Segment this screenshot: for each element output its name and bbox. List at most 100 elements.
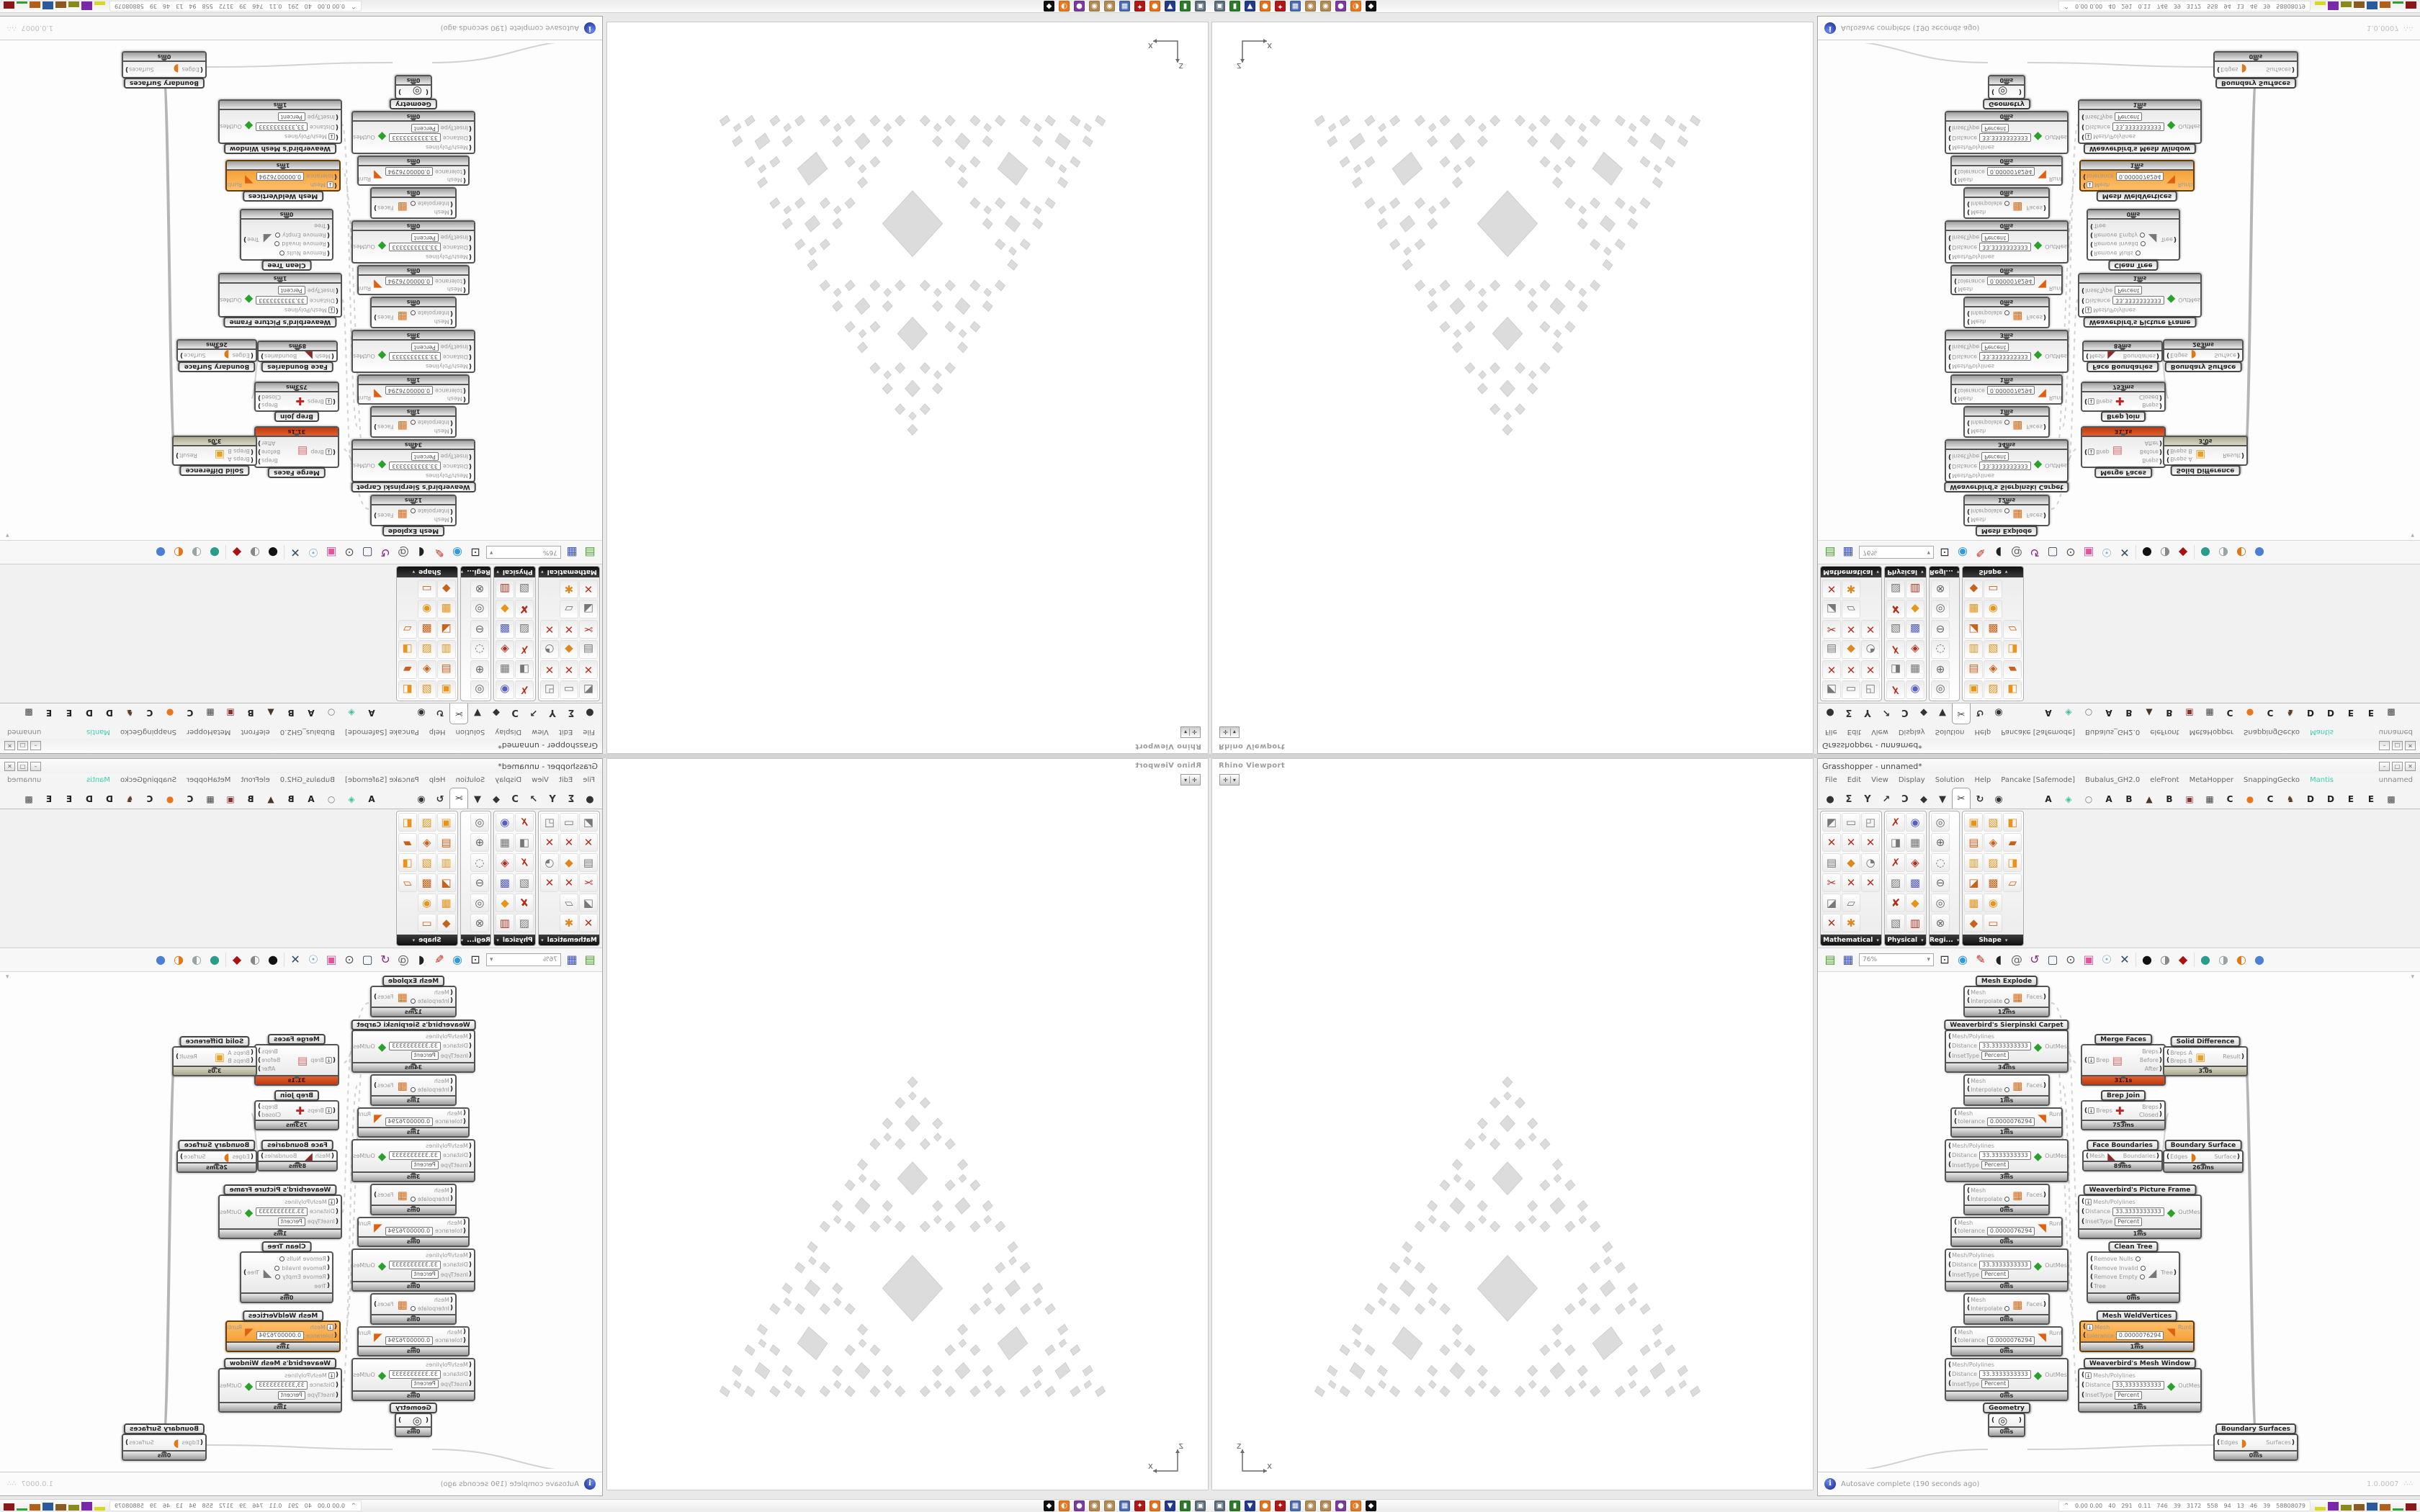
component-icon[interactable]: ✘ [1886,894,1905,912]
tab-plugin-d1[interactable]: D [106,794,113,804]
canvas-scroll-hint-icon[interactable]: ▾ [6,973,9,981]
floppy-64-icon[interactable]: ▼ [1165,1,1175,12]
component-icon[interactable]: ◰ [540,680,559,699]
toggle-circle[interactable] [2004,1196,2010,1202]
tab-plugin-c1[interactable]: C [187,794,194,804]
tab-plugin-d1[interactable]: D [2307,708,2314,718]
tab-plugin-d1[interactable]: D [2307,794,2314,804]
tab-sets[interactable]: Y [1864,707,1871,719]
component-icon[interactable]: ▥ [436,640,456,659]
gh-node[interactable]: (Mesh(tolerance0.0000076294◥RuntimeMessa… [1950,1326,2063,1356]
component-icon[interactable]: ◔ [540,640,559,659]
component-icon[interactable]: ✕ [1822,833,1841,852]
component-icon[interactable]: ◪ [1822,600,1841,618]
tab-sets[interactable]: Y [1864,793,1871,805]
menu-file[interactable]: File [1825,776,1837,784]
red-emblem-icon[interactable]: ✦ [1275,1,1286,12]
value-box[interactable]: 33.3333333333 [389,1041,441,1050]
gh-node[interactable]: (Mesh/Polylines(Distance 33.3333333333(In… [1945,220,2069,264]
speaker-icon[interactable]: ◖ [1995,546,2002,559]
component-icon[interactable]: ◔ [1861,640,1880,659]
solver-green-icon[interactable]: ● [2200,953,2210,966]
tab-plugin-c2[interactable]: C [146,708,153,718]
tab-plugin-weaverbird[interactable]: ◈ [348,708,355,718]
toggle-circle[interactable] [2140,1265,2146,1271]
tab-plugin-c1[interactable]: C [187,708,194,718]
component-icon[interactable]: ◨ [515,660,534,679]
tab-plugin-mantis-bird[interactable]: ♞ [125,794,134,804]
gh-canvas[interactable]: ▾ Mesh Explode(Mesh(Interpolate ▦ Faces) 12… [1818,40,2420,540]
component-icon[interactable]: ◎ [470,894,489,912]
tab-plugin-b1[interactable]: B [2125,708,2133,718]
zoom-extents-icon[interactable]: ⊡ [470,546,480,559]
tab-plugin-b1[interactable]: B [287,708,295,718]
tab-intersect[interactable]: ✂ [449,788,468,809]
close-button[interactable]: ✕ [4,761,15,771]
component-icon[interactable]: ▧ [1984,680,2003,699]
component-icon[interactable]: ✕ [579,580,598,598]
value-box[interactable]: 0.0000076294 [1986,1117,2035,1126]
canvas-zoom-select[interactable]: 76% ▾ [1859,953,1934,966]
display-settings-icon[interactable]: ▣ [1214,1,1225,12]
gh-node-mesh-weldvertices[interactable]: (↓Mesh(tolerance0.0000076294◥RuntimeMess… [225,1320,341,1352]
value-box[interactable]: 33,3333333333 [2112,122,2164,132]
gh-node-solid-difference[interactable]: (Breps A(Breps B ▣ Result) 3.0s [2163,1046,2248,1076]
toggle-circle[interactable] [410,420,416,426]
value-box[interactable]: Percent [2115,112,2143,122]
menu-help[interactable]: Help [429,728,446,736]
menu-snappinggecko[interactable]: SnappingGecko [120,728,176,736]
component-icon[interactable]: ▣ [1964,680,1984,699]
tab-plugin-hex[interactable]: ○ [2084,708,2093,718]
menu-help[interactable]: Help [1974,728,1991,736]
gh-node[interactable]: (Mesh(tolerance0.0000076294◥RuntimeMessa… [357,374,470,405]
gh-node-weaverbird-s-sierpinski-carpet[interactable]: (Mesh/Polylines(Distance 33.3333333333(In… [351,1030,475,1073]
tab-display[interactable]: ◉ [1994,707,2003,719]
component-icon[interactable]: ◎ [1931,680,1950,699]
resize-grip[interactable]: ∴∴ [2403,24,2414,32]
firefox-icon[interactable]: ● [1150,1500,1160,1511]
hint-balloon-icon[interactable]: ☉ [2101,953,2112,966]
component-icon[interactable]: ▨ [515,620,534,639]
component-icon[interactable]: ▭ [560,813,578,832]
gh-node-face-boundaries[interactable]: (Mesh ◣ Boundaries) 89ms [257,341,338,362]
gh-node[interactable]: (Mesh(tolerance0.0000076294◥RuntimeMessa… [1950,374,2063,405]
component-icon[interactable]: ✕ [1842,660,1860,679]
component-icon[interactable]: ▨ [1984,853,2003,872]
component-icon[interactable]: ▩ [417,873,436,892]
maximize-button[interactable]: □ [2392,761,2403,771]
open-file-icon[interactable]: ▤ [1824,546,1836,559]
gh-node-boundary-surface[interactable]: (Edges ◗ Surface) 263ms [2163,339,2244,362]
component-icon[interactable]: ▥ [1906,914,1924,932]
section-label[interactable]: Mathematical ▾ [539,567,599,577]
maximize-button[interactable]: □ [17,741,28,751]
blender-icon[interactable]: ◑ [1350,1500,1361,1511]
component-icon[interactable]: ▤ [579,640,598,659]
hint-balloon-icon[interactable]: ☉ [308,953,319,966]
menu-edit[interactable]: Edit [1847,728,1862,736]
component-icon[interactable]: ✕ [540,620,559,639]
owl-messenger-icon[interactable]: ● [1335,1,1346,12]
gh-node[interactable]: (Mesh/Polylines(Distance 33.3333333333(In… [1945,1139,2069,1182]
component-icon[interactable]: ◰ [540,813,559,832]
tab-plugin-shield[interactable]: ▣ [226,794,235,804]
tab-plugin-b2[interactable]: B [247,794,254,804]
gallery-upload-icon[interactable]: @ [2011,546,2022,559]
gh-node[interactable]: (Mesh/Polylines(Distance 33.3333333333(In… [351,1248,475,1292]
tab-plugin-mountain[interactable]: ▲ [2146,708,2153,718]
tab-vector[interactable]: ↗ [529,707,538,719]
component-icon[interactable]: ✘ [515,894,534,912]
menu-snappinggecko[interactable]: SnappingGecko [120,776,176,784]
maximize-button[interactable]: □ [17,761,28,771]
component-icon[interactable]: ✱ [1842,580,1860,598]
preview-off-icon[interactable]: ● [2142,546,2152,559]
grasshopper-titlebar[interactable]: Grasshopper - unnamed* – □ ✕ [1818,759,2420,773]
component-icon[interactable]: ▧ [1886,580,1905,598]
component-icon[interactable]: ◔ [540,853,559,872]
component-icon[interactable]: ◎ [470,813,489,832]
menu-metahopper[interactable]: MetaHopper [2189,728,2234,736]
component-icon[interactable]: ◉ [417,600,436,618]
menu-mantis[interactable]: Mantis [86,776,111,784]
menu-file[interactable]: File [1825,728,1837,736]
tab-display[interactable]: ◉ [1994,793,2003,805]
toggle-circle[interactable] [2139,1274,2145,1280]
